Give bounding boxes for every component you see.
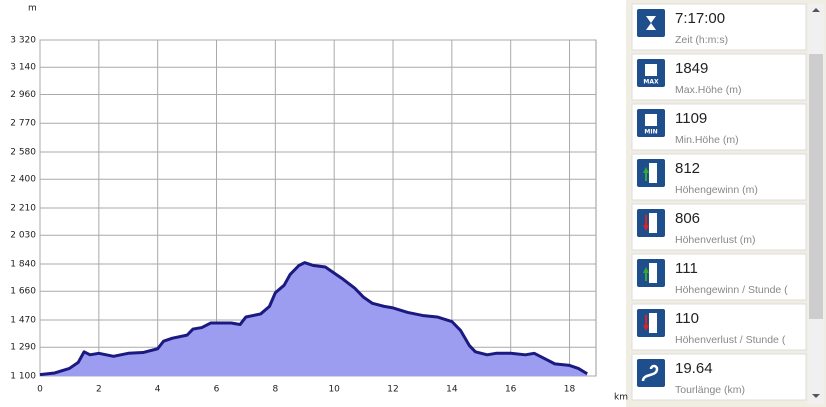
icon-glyph [649, 263, 657, 283]
y-tick-label: 1 470 [10, 316, 36, 326]
y-tick-label: 1 840 [10, 260, 36, 270]
x-tick-label: 8 [272, 385, 278, 395]
stat-value: 19.64 [675, 360, 713, 377]
stat-item: 7:17:00 Zeit (h:m:s) [631, 3, 807, 51]
icon-frame [637, 9, 665, 37]
stat-label: Höhenverlust (m) [675, 234, 756, 246]
icon-arrow [643, 167, 649, 181]
stat-item: MIN 1109 Min.Höhe (m) [631, 103, 807, 151]
y-tick-label: 1 660 [10, 287, 36, 297]
stat-value: 812 [675, 160, 700, 177]
stat-icon: MIN [637, 109, 665, 137]
y-tick-label: 2 030 [10, 231, 36, 241]
stat-icon [637, 209, 665, 237]
stat-item: 111 Höhengewinn / Stunde ( [631, 253, 807, 301]
stat-value: 110 [675, 310, 699, 327]
stat-icon: MAX [637, 59, 665, 87]
x-tick-label: 2 [96, 385, 102, 395]
icon-badge: MIN [644, 129, 657, 136]
stat-value: 1849 [675, 60, 708, 77]
y-axis-label: m [28, 4, 37, 14]
stat-label: Höhengewinn (m) [675, 184, 758, 196]
icon-glyph [646, 16, 656, 30]
stat-label: Tourlänge (km) [675, 384, 745, 396]
stat-label: Höhenverlust / Stunde ( [675, 334, 786, 346]
stat-value: 1109 [675, 110, 707, 127]
stat-icon [637, 309, 665, 337]
scroll-down[interactable] [812, 394, 820, 398]
y-tick-label: 1 290 [10, 343, 36, 353]
x-tick-label: 4 [155, 385, 161, 395]
icon-frame [637, 359, 665, 387]
stat-item: 806 Höhenverlust (m) [631, 203, 807, 251]
y-tick-label: 2 770 [10, 119, 36, 129]
stat-item: 812 Höhengewinn (m) [631, 153, 807, 201]
line [39, 261, 588, 377]
stat-icon [637, 359, 665, 387]
x-tick-label: 14 [446, 385, 458, 395]
icon-glyph [641, 364, 659, 382]
icon-glyph [645, 114, 657, 126]
stat-value: 7:17:00 [675, 10, 725, 27]
y-tick-label: 1 100 [10, 372, 36, 382]
x-tick-label: 18 [564, 385, 576, 395]
stat-item: 110 Höhenverlust / Stunde ( [631, 303, 807, 351]
icon-badge: MAX [643, 79, 659, 86]
icon-glyph [649, 213, 657, 233]
stat-label: Höhengewinn / Stunde ( [675, 284, 788, 296]
icon-glyph [649, 163, 657, 183]
stat-item: 19.64 Tourlänge (km) [631, 353, 807, 401]
stat-icon [637, 159, 665, 187]
y-tick-label: 2 210 [10, 204, 36, 214]
stat-label: Max.Höhe (m) [675, 84, 742, 96]
x-tick-label: 16 [505, 385, 517, 395]
y-tick-label: 2 400 [10, 175, 36, 185]
y-tick-label: 2 960 [10, 90, 36, 100]
x-axis-label: km [614, 393, 628, 403]
area [40, 262, 588, 376]
stat-value: 111 [675, 260, 698, 277]
stat-icon [637, 9, 665, 37]
y-tick-label: 3 320 [10, 36, 36, 46]
x-tick-label: 12 [387, 385, 398, 395]
stat-label: Zeit (h:m:s) [675, 34, 728, 46]
x-tick-label: 0 [37, 385, 43, 395]
stat-label: Min.Höhe (m) [675, 134, 739, 146]
scroll-up[interactable] [812, 8, 820, 12]
y-tick-label: 2 580 [10, 148, 36, 158]
x-tick-label: 6 [214, 385, 220, 395]
stat-item: MAX 1849 Max.Höhe (m) [631, 53, 807, 101]
y-tick-label: 3 140 [10, 63, 36, 73]
icon-arrow [643, 267, 649, 281]
icon-arrow [643, 315, 649, 331]
icon-glyph [649, 313, 657, 333]
icon-arrow [643, 215, 649, 231]
stat-icon [637, 259, 665, 287]
icon-glyph [645, 64, 657, 76]
x-tick-label: 10 [328, 385, 340, 395]
scrollbar-thumb[interactable] [809, 54, 823, 319]
stat-value: 806 [675, 210, 700, 227]
